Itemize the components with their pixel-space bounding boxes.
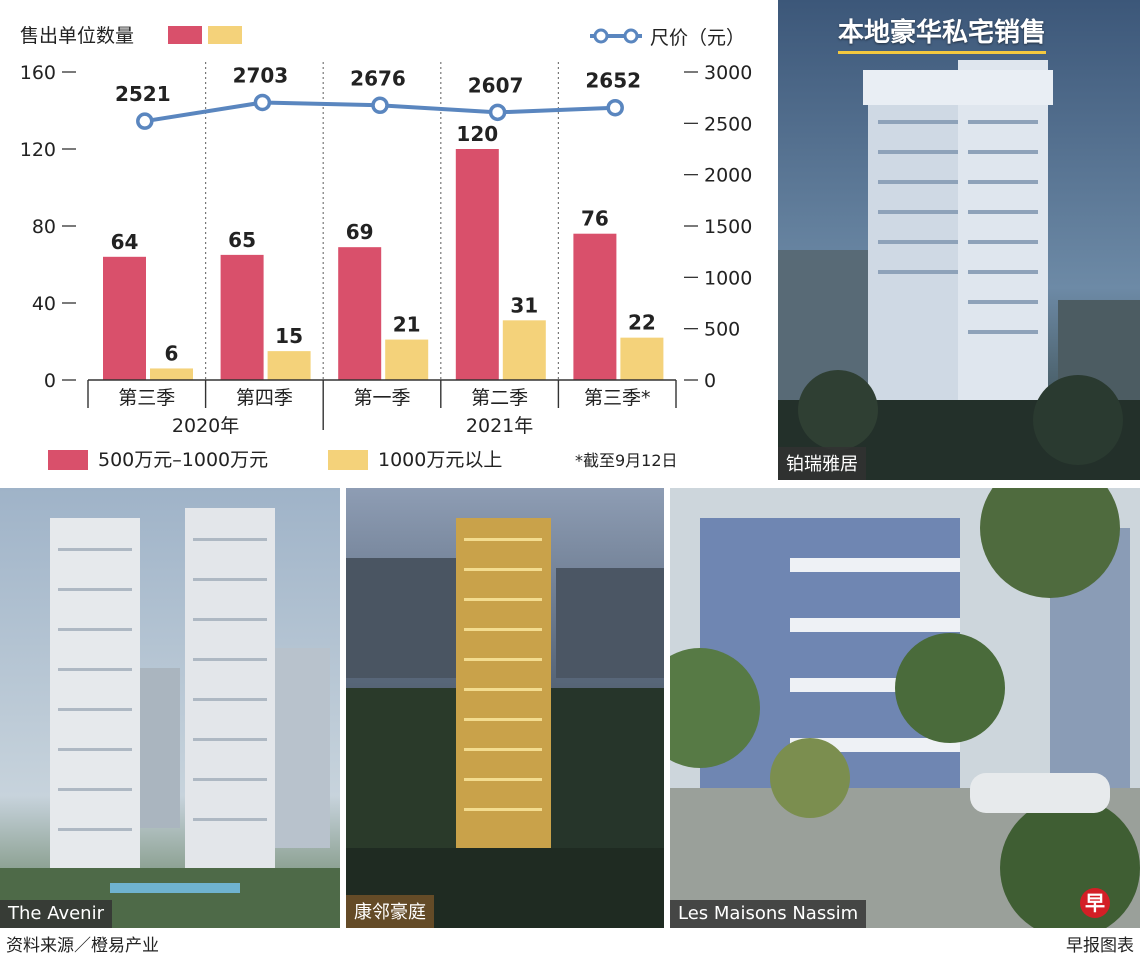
photo-cairnhill: 本地豪华私宅销售 铂瑞雅居 [778,0,1140,480]
x-tick-label: 第一季 [353,387,410,409]
photo-caption-nassim: Les Maisons Nassim [670,900,867,928]
source-note: 资料来源／橙易产业 [6,936,159,956]
price-label: 2521 [115,82,171,106]
legend-swatch-over-1000 [328,450,368,470]
right-axis-tick-label: 2500 [704,113,752,135]
zaobao-logo-icon: 早 [1080,888,1110,918]
right-axis-tick-label: 500 [704,319,740,341]
bar-value-label: 31 [510,293,538,317]
left-axis-tick-label: 40 [32,293,56,315]
price-label: 2607 [468,73,524,97]
photo-kopar: 康邻豪庭 [346,488,664,928]
photo-caption-cairnhill: 铂瑞雅居 [778,447,866,480]
left-axis-tick-label: 80 [32,216,56,238]
footnote: *截至9月12日 [575,451,678,470]
price-point [253,93,272,112]
photo-caption-kopar: 康邻豪庭 [346,895,434,928]
bar-over-1000 [150,368,193,380]
bar-value-label: 65 [228,228,256,252]
legend-swatch-over-1000-top [208,26,242,44]
x-tick-label: 第三季* [584,387,651,409]
right-axis-tick-label: 1500 [704,216,752,238]
legend-price-label: 尺价（元） [650,27,745,49]
legend-swatch-500-1000 [48,450,88,470]
right-axis-tick-label: 3000 [704,62,752,84]
price-label: 2703 [233,63,289,87]
photo-avenir: The Avenir [0,488,340,928]
x-tick-label: 第二季 [471,387,528,409]
bar-value-label: 15 [275,324,303,348]
year-group-label: 2021年 [466,415,533,437]
x-tick-label: 第三季 [118,387,175,409]
price-point [371,96,389,115]
bar-500-1000 [220,254,264,380]
price-point [488,103,507,122]
price-label: 2652 [585,69,641,93]
legend-price-marker [593,28,609,44]
bar-over-1000 [502,320,546,380]
left-axis-tick-label: 0 [44,370,56,392]
bar-value-label: 22 [628,311,656,335]
bar-value-label: 76 [581,207,609,231]
bar-value-label: 21 [393,313,421,337]
bar-value-label: 64 [111,230,139,254]
twin-towers-illustration [0,488,340,928]
bar-over-1000 [267,351,311,380]
right-axis-tick-label: 2000 [704,165,752,187]
night-tower-illustration [346,488,664,928]
bar-value-label: 69 [346,220,374,244]
right-axis-tick-label: 0 [704,370,716,392]
price-point [606,98,624,117]
bar-value-label: 120 [456,122,498,146]
bar-over-1000 [385,339,429,380]
legend-label-over-1000: 1000万元以上 [378,449,502,471]
year-group-label: 2020年 [172,415,239,437]
left-axis-tick-label: 160 [20,62,56,84]
bar-value-label: 6 [165,341,179,365]
legend-label-500-1000: 500万元–1000万元 [98,449,268,471]
bar-500-1000 [573,233,617,380]
price-point [136,112,154,130]
garden-building-illustration [670,488,1140,928]
bar-500-1000 [103,256,146,380]
bar-500-1000 [338,247,382,380]
left-axis-tick-label: 120 [20,139,56,161]
y-axis-title: 售出单位数量 [20,25,134,47]
x-tick-label: 第四季 [236,387,293,409]
photos-title: 本地豪华私宅销售 [838,12,1047,54]
credit-note: 早报图表 [1066,936,1134,956]
legend-swatch-500-1000-top [168,26,202,44]
photo-nassim: Les Maisons Nassim 早 [670,488,1140,928]
tower-illustration [778,0,1140,480]
bar-500-1000 [455,149,499,380]
legend-price-marker [623,28,639,44]
sales-chart: 0 40 80 120 160 0 500 1000 1500 2000 2500 3000 64 6 65… [20,25,753,471]
bar-over-1000 [620,337,664,380]
photo-caption-avenir: The Avenir [0,900,112,928]
price-label: 2676 [350,66,406,90]
right-axis-tick-label: 1000 [704,267,752,289]
